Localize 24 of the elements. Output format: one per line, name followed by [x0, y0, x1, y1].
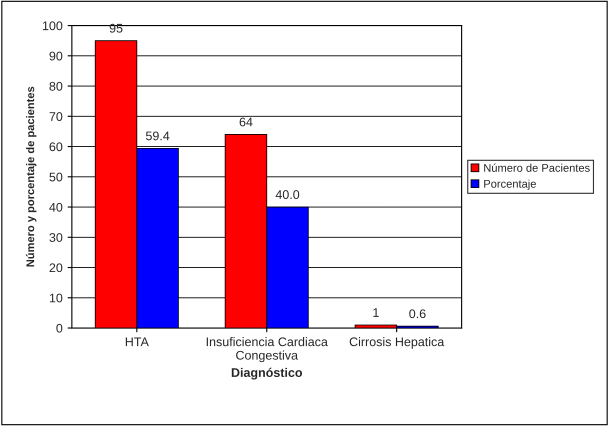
- y-tick-label: 100: [42, 21, 62, 30]
- legend-label: Porcentaje: [484, 180, 536, 190]
- y-tick-label: 50: [49, 172, 62, 182]
- data-label: 95: [110, 24, 122, 33]
- y-tick-label: 90: [50, 52, 62, 60]
- y-tick-label: 30: [49, 233, 62, 242]
- data-label: 59.4: [146, 131, 170, 140]
- x-tick-label: HTA: [126, 338, 149, 346]
- y-tick-label: 80: [49, 82, 62, 91]
- legend-label: Número de Pacientes: [484, 164, 590, 172]
- y-tick-label: 10: [50, 294, 62, 302]
- y-tick-label: 40: [49, 202, 62, 212]
- data-label: 64: [240, 118, 253, 126]
- y-axis-title: Número y porcentaje de pacientes: [26, 86, 36, 267]
- y-tick-label: 70: [50, 112, 62, 121]
- y-tick-label: 20: [50, 263, 62, 272]
- x-axis-title: Diagnóstico: [232, 368, 302, 380]
- data-label: 1: [373, 308, 379, 317]
- y-tick-label: 60: [50, 142, 62, 152]
- x-tick-label: Insuficiencia Cardiaca Congestiva: [206, 337, 328, 362]
- y-tick-label: 0: [56, 324, 62, 333]
- data-label: 0.6: [409, 309, 426, 318]
- data-label: 40.0: [276, 190, 300, 200]
- x-tick-label: Cirrosis Hepatica: [350, 337, 444, 349]
